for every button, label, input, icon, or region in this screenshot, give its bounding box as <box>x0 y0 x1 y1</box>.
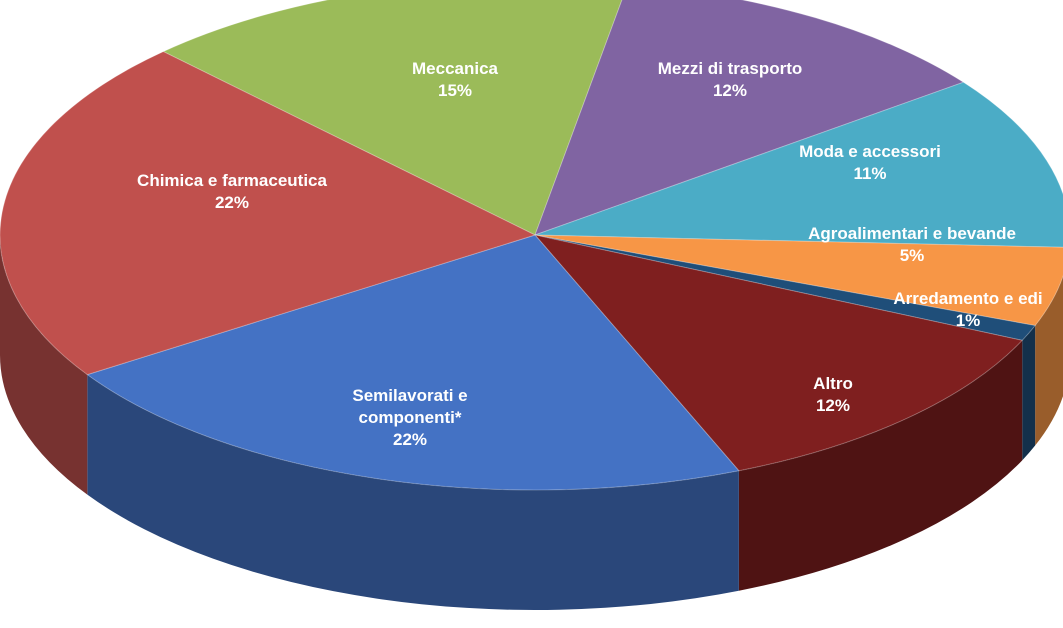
category-label: Mezzi di trasporto <box>657 59 803 78</box>
slice-label: Meccanica 15% <box>412 58 498 102</box>
slice-label: Semilavorati e componenti* 22% <box>335 385 485 451</box>
slice <box>0 51 537 376</box>
slice <box>534 0 965 236</box>
slice-side <box>87 374 739 610</box>
slice-side <box>1022 325 1036 461</box>
value-label: 22% <box>392 430 428 449</box>
category-label: Arredamento e edi <box>893 289 1043 308</box>
slice-side <box>738 340 1023 591</box>
slice <box>534 234 1037 341</box>
slice-label: Mezzi di trasporto 12% <box>658 58 803 102</box>
value-label: 5% <box>899 246 925 265</box>
value-label: 1% <box>955 311 981 330</box>
value-label: 11% <box>853 164 887 183</box>
slice-label: Agroalimentari e bevande 5% <box>808 223 1016 267</box>
category-label: Altro <box>813 374 853 393</box>
category-label: Meccanica <box>412 59 498 78</box>
value-label: 15% <box>437 81 473 100</box>
slice <box>534 234 1063 327</box>
category-label: Moda e accessori <box>799 142 941 161</box>
slice-side <box>1035 275 1063 446</box>
slice <box>533 234 1024 472</box>
slice-label: Altro 12% <box>813 373 853 417</box>
category-label: Agroalimentari e bevande <box>808 224 1016 243</box>
value-label: 22% <box>214 193 250 212</box>
slice <box>534 81 1063 248</box>
value-label: 12% <box>815 396 851 415</box>
slice <box>162 0 623 236</box>
slice-label: Arredamento e edi 1% <box>893 288 1042 332</box>
category-label: Chimica e farmaceutica <box>137 171 327 190</box>
slice-label: Moda e accessori 11% <box>799 141 941 185</box>
category-label: Semilavorati e componenti* <box>352 386 468 427</box>
value-label: 12% <box>712 81 748 100</box>
slice-label: Chimica e farmaceutica 22% <box>137 170 327 214</box>
slice <box>86 234 740 491</box>
slice-side <box>0 235 88 495</box>
